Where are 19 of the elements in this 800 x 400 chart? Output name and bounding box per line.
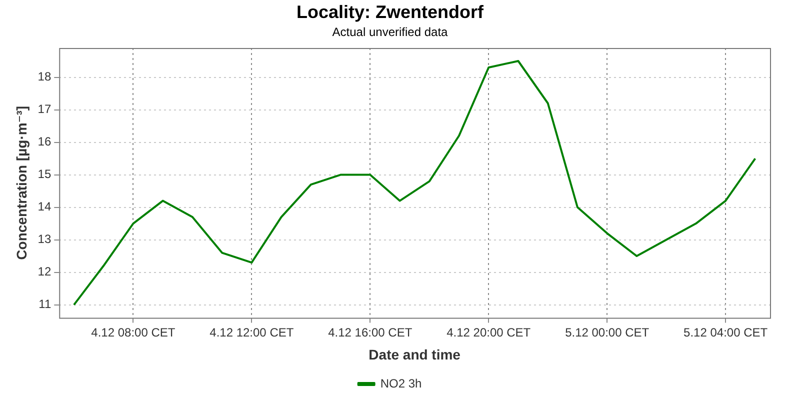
y-tick-label: 11 <box>38 297 52 312</box>
chart-subtitle: Actual unverified data <box>332 25 448 40</box>
x-tick-label: 5.12 04:00 CET <box>684 325 768 340</box>
y-tick-label: 13 <box>38 232 52 246</box>
x-axis-title: Date and time <box>368 346 461 362</box>
x-tick-label: 4.12 12:00 CET <box>210 325 294 340</box>
x-tick-label: 4.12 16:00 CET <box>328 325 413 340</box>
y-tick-label: 15 <box>38 167 52 182</box>
y-tick-label: 12 <box>38 264 52 279</box>
x-tick-label: 4.12 20:00 CET <box>446 325 532 340</box>
x-tick-label: 5.12 00:00 CET <box>565 325 650 340</box>
chart-title: Locality: Zwentendorf <box>296 2 485 22</box>
y-tick-label: 17 <box>38 102 52 116</box>
y-axis-title: Concentration [µg·m⁻³] <box>13 106 30 260</box>
y-tick-label: 18 <box>38 70 52 84</box>
legend-label: NO2 3h <box>380 376 422 390</box>
x-tick-label: 4.12 08:00 CET <box>91 325 176 340</box>
y-tick-label: 16 <box>38 134 52 149</box>
y-tick-label: 14 <box>38 200 52 214</box>
